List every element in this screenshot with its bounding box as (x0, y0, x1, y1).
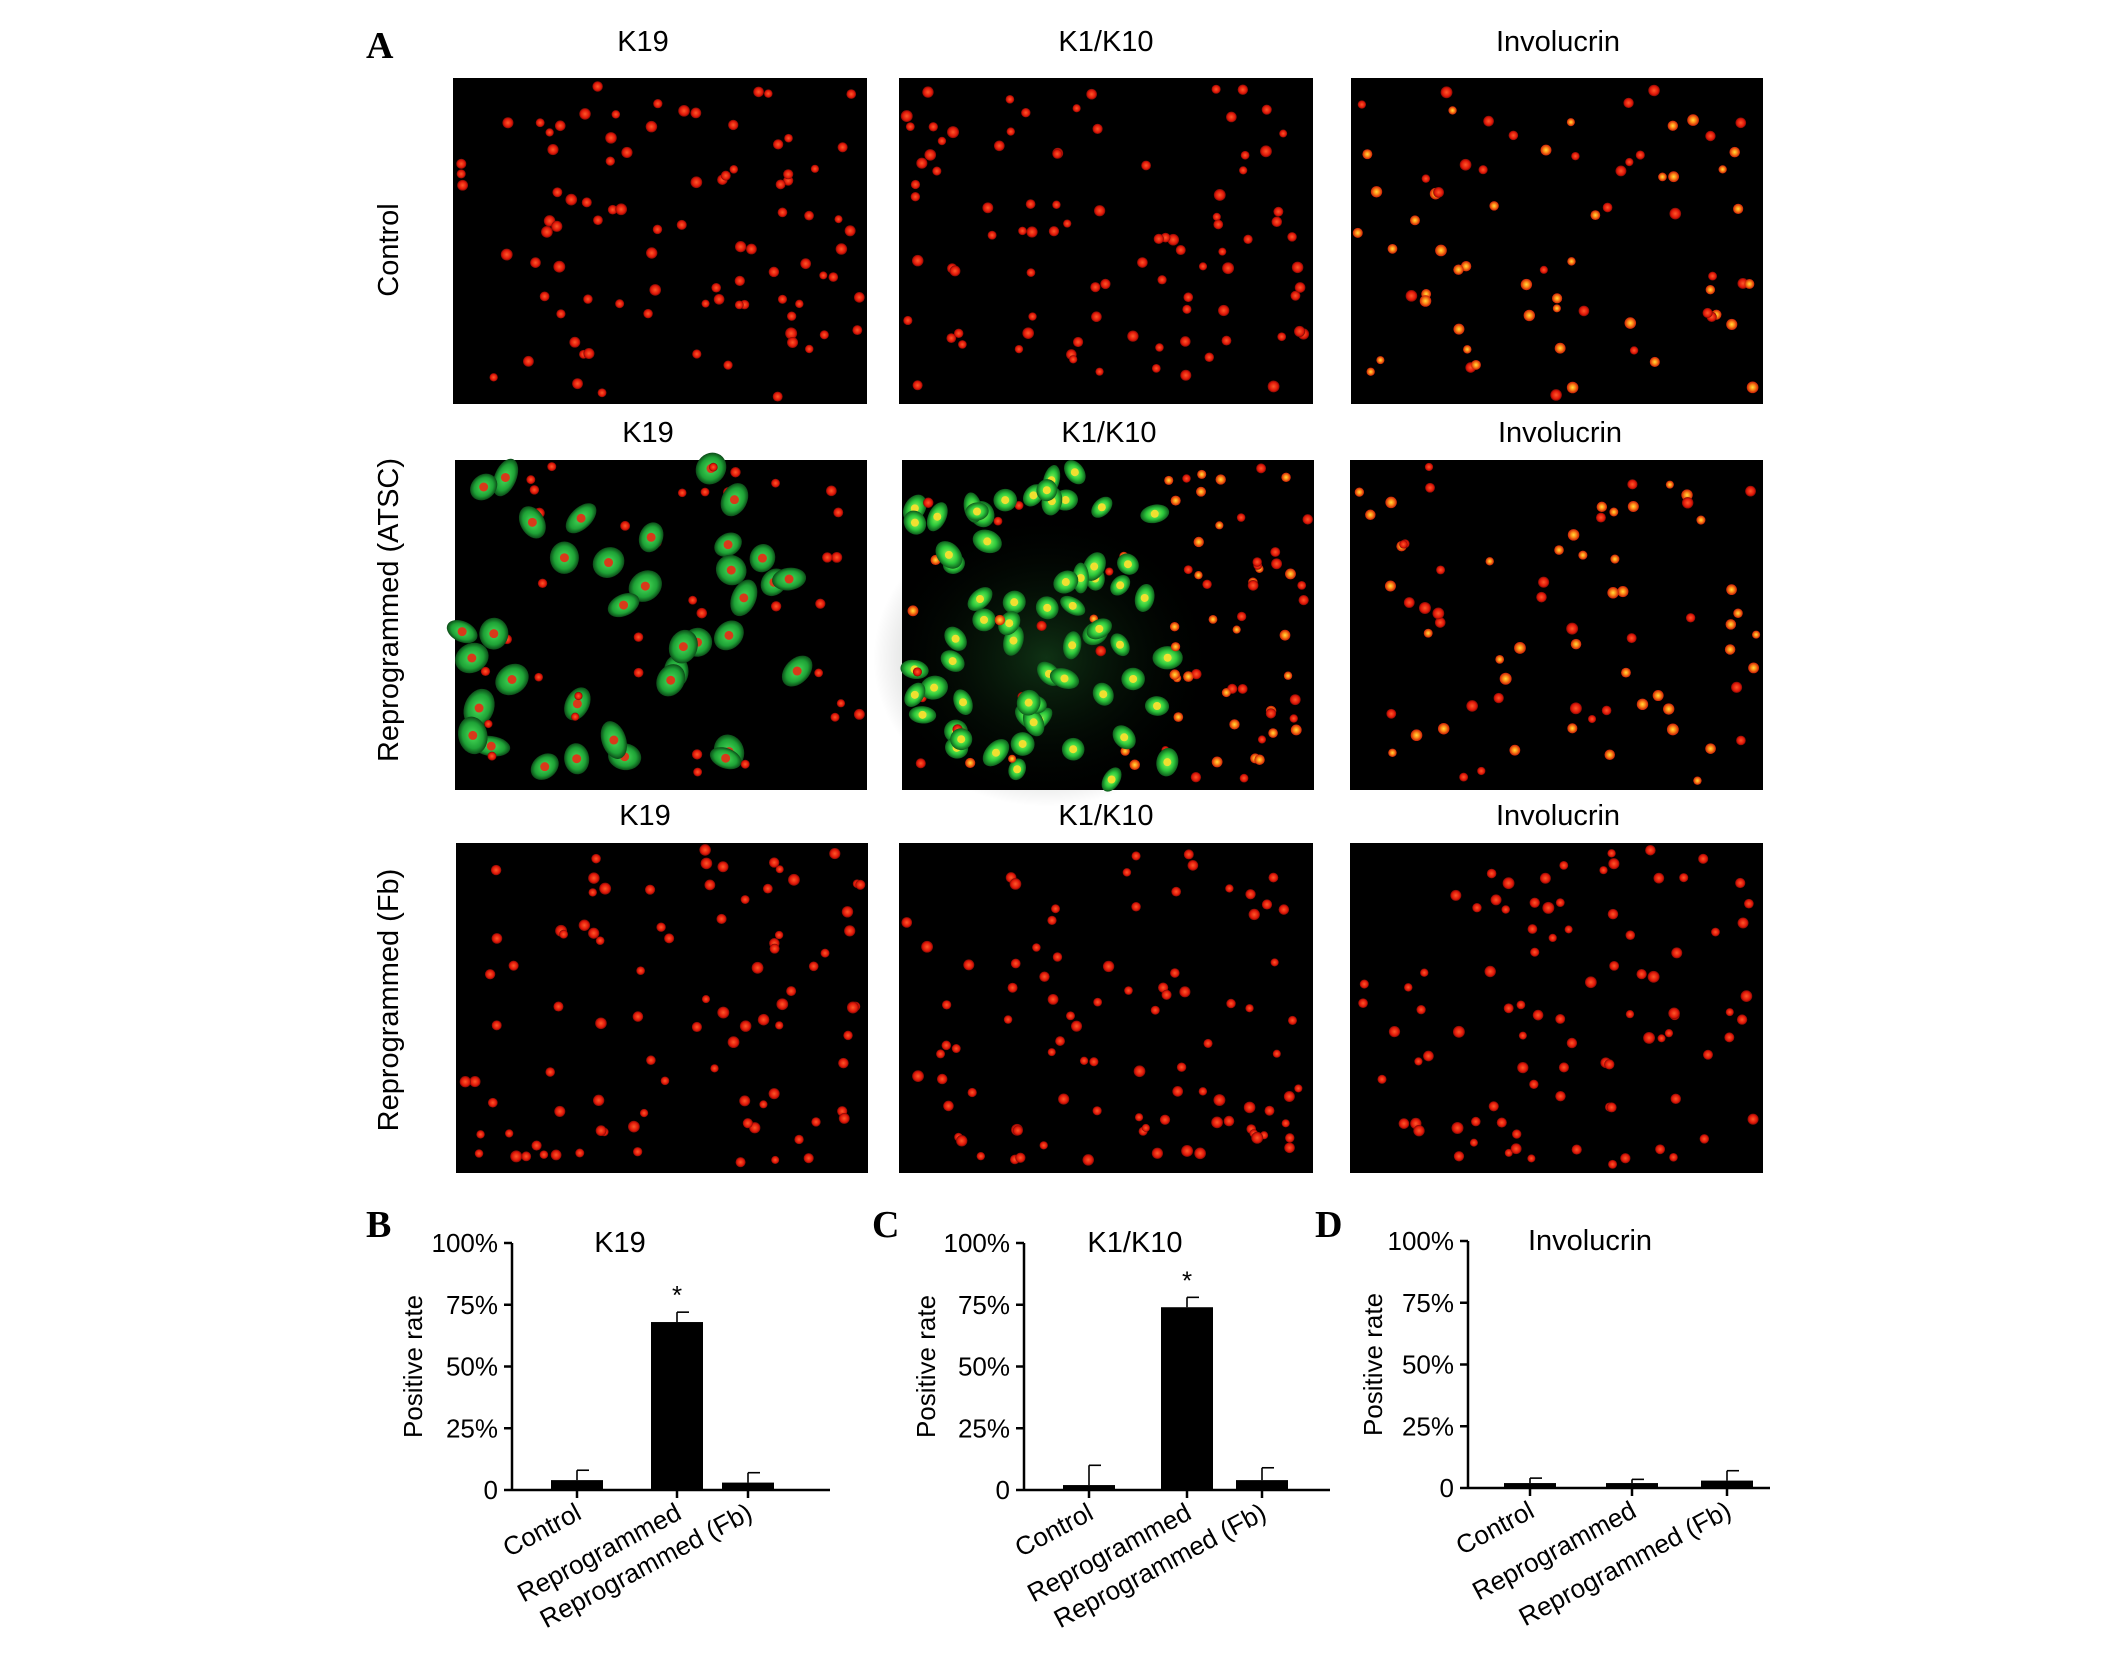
bar (1701, 1480, 1753, 1488)
col-label-involucrin: Involucrin (1496, 800, 1620, 832)
col-label-k19: K19 (619, 800, 671, 832)
row-label-reprogrammed-atsc: Reprogrammed (ATSC) (373, 458, 405, 762)
micrograph-cells (901, 849, 1303, 1166)
micrograph-control-involucrin (1351, 78, 1763, 404)
micrograph-cells (1352, 84, 1759, 401)
micrograph-control-k19 (453, 78, 867, 404)
bar (1161, 1307, 1213, 1490)
col-label-k1-k10: K1/K10 (1058, 800, 1153, 832)
y-tick-label: 75% (958, 1290, 1010, 1320)
micrograph-atsc-k19 (455, 460, 867, 790)
y-tick-label: 75% (1402, 1288, 1454, 1318)
cell-nuclei-layer (446, 81, 1761, 1169)
y-tick-label: 25% (958, 1413, 1010, 1443)
chart-title: Involucrin (1528, 1225, 1652, 1257)
y-tick-label: 100% (432, 1228, 499, 1258)
y-axis-label: Positive rate (911, 1295, 941, 1438)
panel-letter: D (1315, 1204, 1342, 1246)
col-label-involucrin: Involucrin (1498, 417, 1622, 449)
y-tick-label: 0 (1440, 1473, 1454, 1503)
micrograph-cells (459, 844, 866, 1168)
micrograph-atsc-involucrin (1350, 460, 1763, 790)
micrograph-cells (1354, 462, 1761, 785)
y-tick-label: 50% (1402, 1350, 1454, 1380)
y-tick-label: 50% (446, 1352, 498, 1382)
micrograph-fb-k1-k10 (899, 843, 1313, 1173)
col-label-k1-k10: K1/K10 (1058, 26, 1153, 58)
micrograph-fb-k19 (456, 843, 868, 1173)
col-label-involucrin: Involucrin (1496, 26, 1620, 58)
y-axis-label: Positive rate (398, 1295, 428, 1438)
significance-marker: * (672, 1280, 682, 1310)
y-tick-label: 25% (446, 1413, 498, 1443)
bar (1606, 1483, 1658, 1488)
significance-marker: * (1182, 1265, 1192, 1295)
y-tick-label: 25% (1402, 1411, 1454, 1441)
bar (1063, 1485, 1115, 1490)
bar (651, 1322, 703, 1490)
micrograph-cells (900, 84, 1310, 393)
y-tick-label: 0 (996, 1475, 1010, 1505)
panel-letter: B (366, 1204, 391, 1246)
y-tick-label: 50% (958, 1352, 1010, 1382)
y-tick-label: 75% (446, 1290, 498, 1320)
chart-title: K19 (594, 1227, 646, 1259)
micrograph-cells (446, 452, 865, 780)
chart-title: K1/K10 (1087, 1227, 1182, 1259)
y-tick-label: 100% (944, 1228, 1011, 1258)
bar (551, 1480, 603, 1490)
panel-a-letter: A (366, 25, 394, 67)
bar (722, 1482, 774, 1490)
micrograph-grid (446, 78, 1763, 1173)
col-label-k1-k10: K1/K10 (1061, 417, 1156, 449)
row-label-control: Control (373, 203, 405, 297)
y-tick-label: 100% (1388, 1226, 1455, 1256)
micrograph-cells (1358, 844, 1759, 1169)
panel-letter: C (872, 1204, 899, 1246)
y-tick-label: 0 (484, 1475, 498, 1505)
bar (1504, 1483, 1556, 1488)
bar (1236, 1480, 1288, 1490)
y-axis-label: Positive rate (1358, 1293, 1388, 1436)
row-label-reprogrammed-fb: Reprogrammed (Fb) (373, 869, 405, 1132)
col-label-k19: K19 (617, 26, 669, 58)
col-label-k19: K19 (622, 417, 674, 449)
micrograph-cells (873, 460, 1313, 807)
micrograph-cells (456, 81, 865, 402)
